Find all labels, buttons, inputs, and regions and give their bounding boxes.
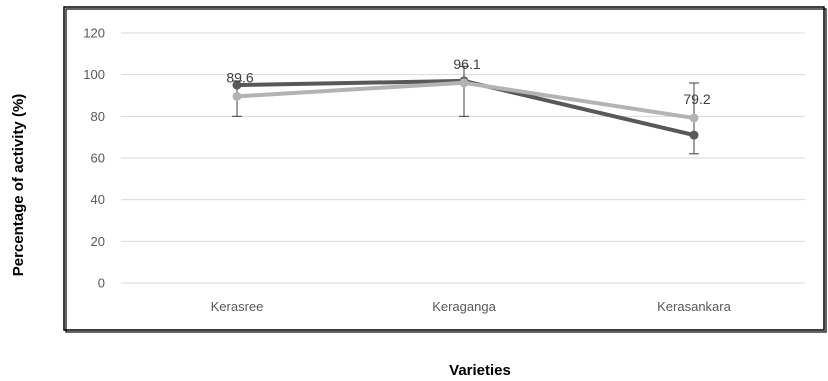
plot-frame [63, 6, 825, 331]
series-2 [232, 78, 699, 123]
x-tick-label: Kerasankara [657, 299, 731, 314]
y-tick-labels: 0 20 40 60 80 100 120 [83, 26, 105, 291]
data-point [232, 80, 242, 90]
data-point [689, 130, 699, 140]
x-tick-label: Keraganga [432, 299, 496, 314]
y-tick-label: 80 [91, 109, 105, 124]
y-tick-label: 60 [91, 151, 105, 166]
data-label: 79.2 [683, 91, 710, 107]
y-axis-title: Percentage of activity (%) [10, 94, 27, 277]
y-tick-label: 20 [91, 234, 105, 249]
y-tick-label: 120 [83, 26, 105, 41]
x-tick-label: Kerasree [211, 299, 264, 314]
data-labels: 89.6 96.1 79.2 [226, 56, 710, 107]
x-tick-labels: Kerasree Keraganga Kerasankara [211, 299, 732, 314]
series-lines [232, 65, 699, 155]
x-axis-title: Varieties [449, 362, 511, 379]
data-point [232, 91, 242, 101]
plot-frame-shadow [65, 8, 827, 333]
data-point [689, 113, 699, 123]
y-tick-label: 100 [83, 67, 105, 82]
y-tick-label: 0 [98, 276, 105, 291]
data-label: 96.1 [453, 56, 480, 72]
data-point [459, 78, 469, 88]
y-tick-label: 40 [91, 192, 105, 207]
data-label: 89.6 [226, 69, 253, 85]
